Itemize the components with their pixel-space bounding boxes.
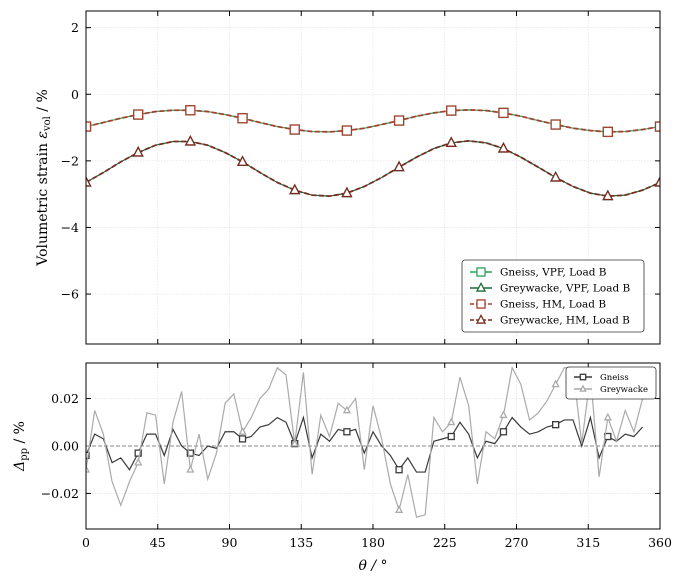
marker — [393, 115, 405, 126]
marker — [86, 464, 91, 473]
marker — [186, 449, 195, 457]
x-tick-label: 180 — [361, 535, 385, 550]
legend-label: Greywacke, VPF, Load B — [500, 283, 631, 295]
marker — [475, 313, 487, 324]
marker — [342, 405, 351, 414]
y-tick-label: −6 — [61, 287, 79, 302]
x-tick-label: 270 — [505, 535, 529, 550]
marker — [290, 438, 299, 447]
marker — [446, 105, 457, 116]
marker — [497, 142, 510, 153]
y-tick-label: 0 — [71, 87, 79, 102]
marker — [132, 145, 144, 157]
marker — [654, 121, 660, 132]
marker — [551, 421, 560, 429]
y-axis-label: Volumetric strain εvol / % — [35, 89, 53, 267]
marker — [602, 126, 613, 138]
y-tick-label: 0.00 — [51, 439, 79, 454]
y-tick-label: −4 — [61, 220, 79, 235]
y-tick-label: −2 — [61, 153, 79, 168]
marker — [341, 186, 353, 198]
ylabel-symbol: ε — [35, 131, 51, 139]
marker — [476, 267, 486, 277]
marker — [185, 105, 196, 116]
legend-label: Gneiss, VPF, Load B — [500, 267, 607, 279]
marker — [289, 124, 300, 135]
marker — [447, 432, 455, 441]
marker — [498, 107, 509, 119]
legend-label: Gneiss — [600, 373, 629, 383]
plot-area — [86, 365, 644, 518]
marker — [551, 379, 560, 388]
marker — [134, 449, 142, 457]
marker — [133, 109, 144, 120]
x-axis-label: θ / ° — [358, 558, 387, 574]
y-tick-label: −0.02 — [41, 486, 79, 501]
x-tick-label: 0 — [82, 535, 90, 550]
marker — [499, 410, 508, 419]
marker — [602, 189, 614, 201]
marker — [86, 121, 92, 132]
x-tick-label: 315 — [576, 535, 600, 550]
marker — [499, 428, 508, 436]
legend-label: Greywacke — [600, 385, 648, 395]
marker — [395, 505, 404, 513]
x-tick-label: 135 — [289, 535, 313, 550]
marker — [579, 384, 587, 392]
y-tick-label: 0.02 — [51, 391, 79, 406]
ylabel-unit: / % — [35, 89, 51, 116]
legend-label: Greywacke, HM, Load B — [500, 315, 630, 327]
marker — [86, 175, 92, 187]
marker — [343, 428, 351, 436]
plot-area — [86, 105, 660, 201]
marker — [475, 281, 487, 292]
legend-label: Gneiss, HM, Load B — [500, 299, 606, 311]
axes-frame — [85, 10, 661, 345]
x-tick-label: 90 — [222, 535, 238, 550]
marker — [184, 135, 196, 146]
series-line — [86, 415, 644, 473]
ylabel-sub: vol — [42, 116, 53, 132]
marker — [395, 466, 403, 474]
marker — [550, 170, 562, 182]
ylabel-text: Volumetric strain — [35, 139, 51, 267]
y-axis-label: Δpp / % — [12, 421, 30, 472]
marker — [236, 155, 249, 166]
marker — [476, 299, 486, 309]
x-tick-label: 225 — [433, 535, 457, 550]
y-tick-label: 2 — [71, 20, 79, 35]
legend-box — [461, 259, 645, 333]
marker — [341, 125, 353, 136]
series-line — [86, 365, 644, 518]
marker — [238, 426, 247, 435]
ylabel-sub: pp — [19, 448, 30, 461]
marker — [550, 119, 561, 130]
marker — [134, 457, 143, 466]
marker — [237, 113, 248, 124]
x-tick-label: 360 — [648, 535, 672, 550]
legend-box — [565, 366, 657, 400]
ylabel-unit: / % — [12, 421, 28, 448]
marker — [654, 175, 660, 187]
series-line — [86, 139, 660, 198]
marker — [447, 417, 456, 426]
marker — [603, 412, 612, 421]
x-tick-label: 45 — [150, 535, 166, 550]
ylabel-symbol: Δ — [12, 461, 28, 472]
axes-frame — [85, 362, 661, 530]
series-line — [86, 109, 660, 133]
marker — [289, 183, 301, 195]
marker — [445, 136, 457, 147]
marker — [579, 373, 587, 381]
marker — [238, 435, 247, 443]
marker — [393, 160, 405, 172]
marker — [186, 464, 195, 473]
